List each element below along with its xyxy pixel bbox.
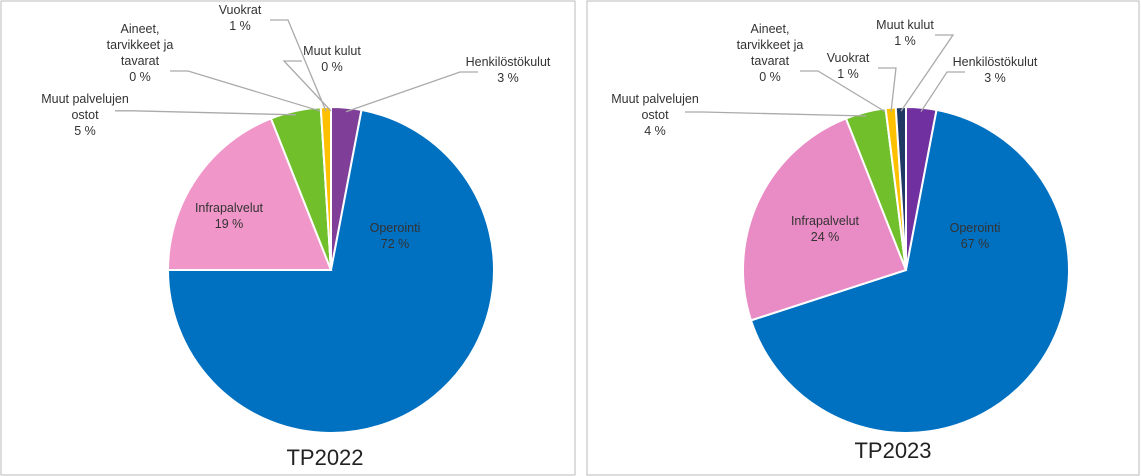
slice-label: Muut kulut	[876, 18, 934, 32]
value-label: 4 %	[644, 124, 666, 138]
slice-label: Infrapalvelut	[791, 214, 860, 228]
slice-label: Operointi	[950, 221, 1001, 235]
leader-line	[345, 71, 478, 113]
value-label: 5 %	[74, 124, 96, 138]
leader-line	[900, 34, 955, 112]
leader-line	[920, 71, 965, 113]
value-label: 1 %	[894, 34, 916, 48]
value-label: 3 %	[984, 71, 1006, 85]
chart-title: TP2023	[854, 438, 931, 463]
pie-slice	[166, 117, 333, 271]
slice-label: Muut palvelujen ostot	[41, 92, 129, 122]
leader-line	[282, 60, 332, 112]
pie-slice	[894, 105, 907, 271]
chart-title: TP2022	[286, 445, 363, 470]
slice-label: Vuokrat	[827, 51, 870, 65]
leader-line	[800, 70, 887, 113]
slice-label: Muut kulut	[303, 44, 361, 58]
slice-label: Infrapalvelut	[195, 201, 264, 215]
slice-label: Muut palvelujen ostot	[611, 92, 699, 122]
pie-slice	[166, 108, 495, 434]
value-label: 1 %	[229, 19, 251, 33]
slice-label: Operointi	[370, 221, 421, 235]
leader-line	[115, 110, 297, 116]
value-label: 1 %	[837, 67, 859, 81]
slice-label: Aineet, tarvikkeet ja tavarat	[107, 22, 174, 68]
leader-line	[170, 70, 322, 112]
value-label: 24 %	[811, 230, 840, 244]
value-label: 3 %	[497, 71, 519, 85]
slice-label: Vuokrat	[219, 3, 262, 17]
leader-line	[270, 19, 327, 112]
leader-line	[878, 67, 897, 112]
panel-border	[586, 0, 1140, 476]
value-label: 19 %	[215, 217, 244, 231]
value-label: 67 %	[961, 237, 990, 251]
value-label: 72 %	[381, 237, 410, 251]
value-label: 0 %	[129, 70, 151, 84]
value-label: 0 %	[759, 70, 781, 84]
value-label: 0 %	[321, 60, 343, 74]
slice-label: Henkilöstökulut	[953, 55, 1038, 69]
slice-label: Aineet, tarvikkeet ja tavarat	[737, 22, 804, 68]
slice-label: Henkilöstökulut	[466, 55, 551, 69]
leader-line	[685, 111, 867, 117]
panel-border	[0, 0, 576, 476]
pie-slice	[749, 108, 1070, 434]
